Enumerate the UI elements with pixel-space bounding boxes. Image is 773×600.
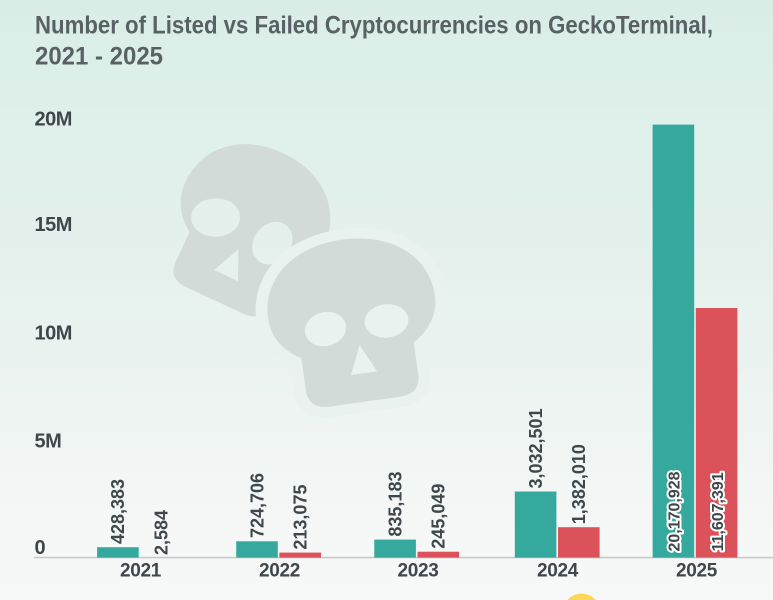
svg-text:20,170,928: 20,170,928 — [667, 471, 684, 551]
svg-text:3,032,501: 3,032,501 — [526, 408, 546, 488]
svg-text:15M: 15M — [35, 214, 72, 236]
svg-text:2022: 2022 — [259, 561, 300, 582]
svg-text:2021 - 2025: 2021 - 2025 — [35, 43, 163, 71]
svg-text:2025: 2025 — [676, 561, 718, 582]
svg-text:724,706: 724,706 — [247, 473, 267, 538]
svg-text:2021: 2021 — [120, 561, 162, 582]
svg-text:2024: 2024 — [537, 561, 579, 582]
svg-text:20M: 20M — [35, 109, 72, 131]
svg-text:835,183: 835,183 — [385, 472, 405, 537]
svg-text:Number of Listed vs Failed Cry: Number of Listed vs Failed Cryptocurrenc… — [35, 12, 713, 40]
svg-text:0: 0 — [35, 537, 46, 559]
svg-text:10M: 10M — [35, 323, 72, 345]
svg-text:5M: 5M — [35, 431, 62, 453]
svg-text:2,584: 2,584 — [151, 510, 171, 555]
svg-text:213,075: 213,075 — [291, 485, 311, 550]
svg-text:245,049: 245,049 — [429, 484, 449, 549]
svg-text:1,382,010: 1,382,010 — [569, 444, 589, 524]
svg-text:428,383: 428,383 — [108, 479, 128, 544]
svg-text:11,607,391: 11,607,391 — [710, 472, 727, 551]
svg-text:2023: 2023 — [397, 561, 438, 582]
